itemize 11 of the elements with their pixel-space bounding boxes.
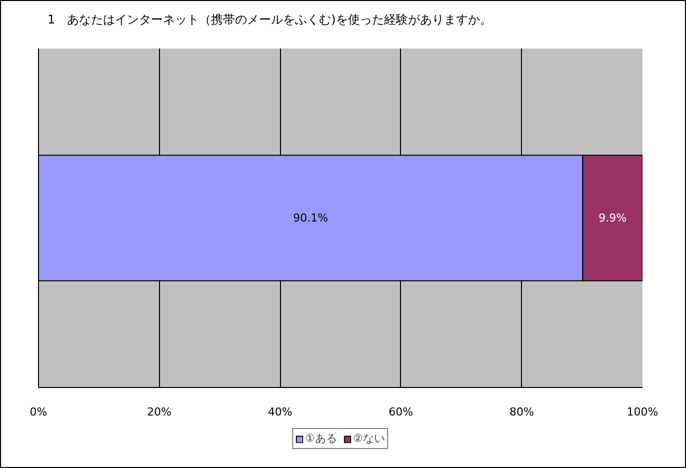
legend-label: ②ない: [353, 431, 385, 446]
x-tick-label: 0%: [30, 406, 48, 418]
legend-label: ①ある: [305, 431, 337, 446]
chart-title: 1 あなたはインターネット（携帯のメールをふくむ)を使った経験がありますか。: [48, 12, 492, 26]
x-tick-label: 40%: [268, 406, 292, 418]
data-label: 9.9%: [598, 212, 627, 224]
x-tick-label: 60%: [388, 406, 414, 418]
x-tick-label: 80%: [509, 406, 534, 418]
x-tick-label: 100%: [626, 406, 658, 418]
x-tick-label: 20%: [147, 406, 172, 418]
data-label: 90.1%: [293, 212, 328, 224]
